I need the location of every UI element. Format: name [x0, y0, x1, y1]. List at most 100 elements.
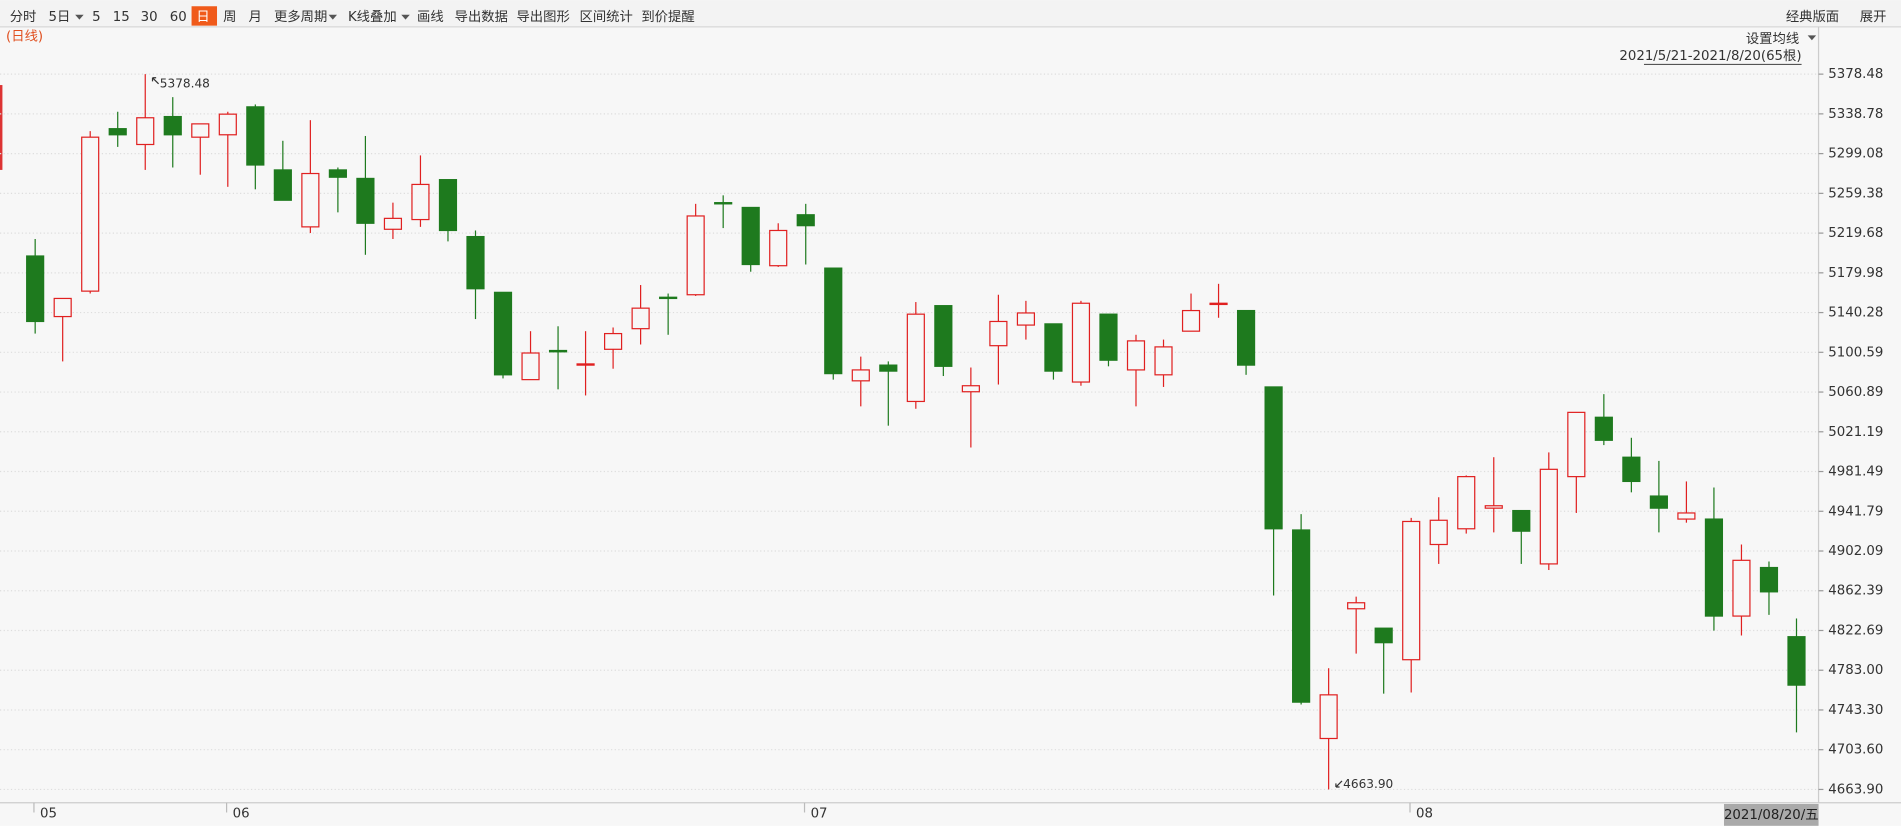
y-tick-label: 5021.19: [1828, 425, 1883, 440]
candle-body: [659, 296, 678, 300]
candle-body: [906, 313, 925, 403]
y-tick-label: 4703.60: [1828, 743, 1883, 758]
toolbar-item[interactable]: 日: [196, 10, 209, 25]
candle-body: [604, 332, 623, 350]
candle-body: [1704, 518, 1724, 617]
candle-body: [1126, 340, 1146, 371]
annotation-label: 5378.48: [160, 76, 210, 90]
y-tick-label: 5060.89: [1828, 385, 1883, 400]
candle-body: [411, 183, 430, 221]
candle-body: [136, 117, 155, 146]
candle-body: [989, 320, 1008, 347]
range-label: 2021/5/21-2021/8/20(65根): [1619, 48, 1801, 64]
candle-body: [1044, 323, 1063, 372]
candle-body: [493, 291, 513, 376]
y-tick-label: 4822.69: [1828, 623, 1883, 638]
candle-body: [1759, 566, 1779, 593]
toolbar-item[interactable]: 更多周期: [274, 8, 327, 25]
ma-setting[interactable]: 设置均线: [1746, 31, 1799, 47]
active-tab: [191, 6, 218, 26]
candle-body: [1732, 559, 1751, 617]
y-tick-label: 5219.68: [1828, 226, 1883, 241]
candle-body: [328, 169, 347, 178]
toolbar-item[interactable]: 分时: [10, 9, 37, 25]
y-tick-label: 4902.09: [1828, 544, 1883, 559]
candle-body: [851, 369, 870, 382]
candle-body: [1429, 519, 1448, 546]
dropdown-icon: [1807, 35, 1817, 41]
candle-body: [1292, 529, 1311, 703]
candle-body: [26, 255, 45, 323]
candle-body: [1567, 411, 1586, 478]
y-tick-label: 4783.00: [1828, 663, 1883, 678]
candle-body: [273, 169, 292, 201]
toolbar-item[interactable]: 60: [170, 10, 187, 25]
toolbar-item[interactable]: 展开: [1860, 10, 1887, 25]
candle-body: [769, 229, 788, 267]
dropdown-icon: [401, 14, 410, 20]
candle-body: [1347, 602, 1366, 610]
candle-body: [631, 307, 650, 330]
y-tick-label: 4941.79: [1828, 504, 1883, 519]
candle-body: [301, 172, 320, 228]
toolbar-item[interactable]: 到价提醒: [641, 9, 694, 25]
candle-body: [1787, 636, 1806, 686]
candle-body: [961, 385, 980, 393]
candle-body: [1099, 313, 1118, 361]
period-label: (日线): [6, 29, 43, 45]
candle-body: [1264, 386, 1283, 530]
candle-body: [576, 363, 595, 366]
y-tick-label: 4663.90: [1828, 782, 1883, 797]
toolbar: [0, 0, 1901, 27]
candle-body: [1457, 476, 1476, 530]
toolbar-item[interactable]: 区间统计: [580, 9, 633, 25]
annotation-arrow: [1335, 780, 1343, 788]
candle-body: [1484, 505, 1503, 509]
toolbar-item[interactable]: K线叠加: [348, 9, 397, 25]
cursor-box: [1723, 803, 1819, 826]
candle-body: [246, 106, 265, 166]
y-tick-label: 4743.30: [1828, 703, 1883, 718]
y-tick-label: 5338.78: [1828, 107, 1883, 122]
candle-body: [714, 202, 733, 205]
candle-body: [548, 349, 568, 353]
candle-body: [383, 217, 403, 230]
y-tick-label: 5378.48: [1828, 67, 1883, 82]
candle-body: [1677, 512, 1696, 520]
candle-body: [356, 177, 375, 224]
toolbar-item[interactable]: 30: [141, 10, 158, 25]
candle-body: [466, 235, 485, 290]
toolbar-item[interactable]: 15: [113, 10, 130, 25]
candle-body: [1319, 694, 1338, 740]
candle-body: [53, 297, 72, 318]
toolbar-item[interactable]: 画线: [417, 9, 444, 25]
candle-body: [163, 115, 182, 136]
annotation-arrow: [151, 77, 160, 85]
toolbar-item[interactable]: 周: [223, 10, 236, 25]
candle-body: [218, 113, 237, 136]
toolbar-item[interactable]: 导出数据: [455, 9, 508, 25]
dropdown-icon: [75, 14, 84, 20]
candle-body: [796, 214, 815, 227]
candle-body: [1181, 309, 1201, 332]
toolbar-item[interactable]: 导出图形: [516, 9, 569, 25]
y-tick-label: 5299.08: [1828, 147, 1883, 162]
toolbar-item[interactable]: 经典版面: [1786, 9, 1839, 25]
dropdown-icon: [328, 14, 338, 20]
toolbar-item[interactable]: 月: [249, 10, 262, 25]
candle-body: [1622, 456, 1641, 483]
candle-body: [1071, 302, 1091, 383]
candle-body: [1374, 627, 1393, 644]
candle-body: [438, 179, 458, 232]
annotation-label: 4663.90: [1343, 777, 1393, 791]
toolbar-item[interactable]: 5日: [48, 10, 70, 25]
x-tick-label: 05: [40, 807, 57, 822]
y-tick-label: 5259.38: [1828, 186, 1883, 201]
cursor-label: 2021/08/20/五: [1724, 808, 1819, 823]
x-tick-label: 08: [1416, 807, 1433, 822]
toolbar-item[interactable]: 5: [92, 10, 100, 25]
candle-body: [521, 352, 540, 381]
candle-body: [824, 267, 843, 375]
